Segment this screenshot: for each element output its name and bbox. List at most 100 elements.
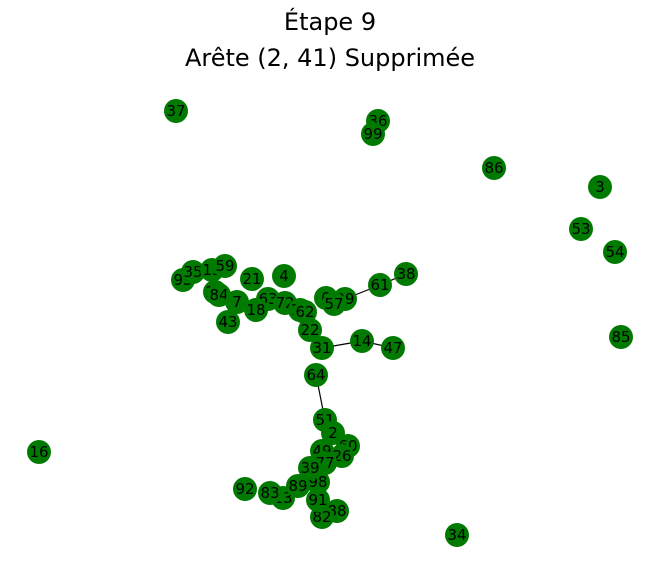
node-circle — [394, 262, 418, 286]
node-18: 18 — [244, 298, 268, 322]
node-circle — [244, 298, 268, 322]
node-circle — [225, 290, 249, 314]
node-85: 85 — [609, 325, 633, 349]
diagram-subtitle: Arête (2, 41) Supprimée — [184, 44, 476, 72]
node-label: 64 — [306, 366, 325, 384]
node-14: 14 — [350, 329, 374, 353]
node-label: 35 — [183, 263, 202, 281]
node-label: 89 — [288, 477, 307, 495]
node-circle — [233, 477, 257, 501]
node-label: 34 — [447, 526, 466, 544]
node-circle — [164, 99, 188, 123]
node-circle — [306, 488, 330, 512]
node-label: 38 — [396, 265, 415, 283]
node-92: 92 — [233, 477, 257, 501]
node-99: 99 — [361, 122, 385, 146]
node-label: 83 — [260, 484, 279, 502]
node-label: 59 — [215, 257, 234, 275]
node-label: 14 — [352, 332, 371, 350]
node-circle — [368, 273, 392, 297]
node-circle — [181, 260, 205, 284]
node-62: 62 — [293, 300, 317, 324]
node-64: 64 — [304, 363, 328, 387]
node-label: 43 — [218, 313, 237, 331]
node-label: 3 — [595, 178, 605, 196]
node-label: 4 — [279, 267, 289, 285]
node-circle — [609, 325, 633, 349]
node-label: 84 — [209, 286, 228, 304]
node-86: 86 — [482, 156, 506, 180]
node-37: 37 — [164, 99, 188, 123]
node-circle — [350, 329, 374, 353]
node-22: 22 — [298, 318, 322, 342]
node-34: 34 — [445, 523, 469, 547]
node-61: 61 — [368, 273, 392, 297]
node-3: 3 — [588, 175, 612, 199]
node-circle — [569, 217, 593, 241]
node-47: 47 — [381, 336, 405, 360]
node-label: 82 — [312, 508, 331, 526]
node-label: 47 — [383, 339, 402, 357]
node-label: 16 — [29, 443, 48, 461]
node-83: 83 — [258, 481, 282, 505]
node-label: 7 — [232, 293, 242, 311]
node-label: 31 — [312, 339, 331, 357]
node-89: 89 — [286, 474, 310, 498]
node-label: 92 — [235, 480, 254, 498]
node-39: 39 — [298, 456, 322, 480]
node-circle — [240, 267, 264, 291]
node-label: 99 — [363, 125, 382, 143]
node-7: 7 — [225, 290, 249, 314]
diagram-title: Étape 9 — [283, 8, 377, 36]
node-57: 57 — [322, 292, 346, 316]
nodes-layer: 3736998635354851634438610295714474393351… — [27, 99, 633, 547]
node-31: 31 — [310, 336, 334, 360]
node-label: 53 — [571, 220, 590, 238]
node-circle — [603, 240, 627, 264]
node-circle — [445, 523, 469, 547]
node-38: 38 — [394, 262, 418, 286]
node-label: 91 — [308, 491, 327, 509]
node-label: 18 — [246, 301, 265, 319]
node-label: 62 — [295, 303, 314, 321]
node-circle — [298, 318, 322, 342]
node-59: 59 — [213, 254, 237, 278]
node-label: 26 — [332, 447, 351, 465]
node-circle — [298, 456, 322, 480]
node-53: 53 — [569, 217, 593, 241]
node-circle — [213, 254, 237, 278]
node-circle — [322, 292, 346, 316]
node-circle — [361, 122, 385, 146]
node-label: 57 — [324, 295, 343, 313]
node-label: 54 — [605, 243, 624, 261]
node-circle — [588, 175, 612, 199]
node-circle — [304, 363, 328, 387]
node-circle — [286, 474, 310, 498]
node-43: 43 — [216, 310, 240, 334]
node-16: 16 — [27, 440, 51, 464]
node-circle — [216, 310, 240, 334]
node-label: 21 — [242, 270, 261, 288]
node-label: 2 — [328, 424, 338, 442]
node-circle — [27, 440, 51, 464]
node-label: 22 — [300, 321, 319, 339]
node-label: 61 — [370, 276, 389, 294]
node-label: 86 — [484, 159, 503, 177]
node-84: 84 — [207, 283, 231, 307]
node-35: 35 — [181, 260, 205, 284]
node-91: 91 — [306, 488, 330, 512]
node-circle — [272, 264, 296, 288]
node-circle — [381, 336, 405, 360]
node-circle — [293, 300, 317, 324]
node-label: 85 — [611, 328, 630, 346]
node-4: 4 — [272, 264, 296, 288]
node-circle — [258, 481, 282, 505]
node-21: 21 — [240, 267, 264, 291]
node-circle — [310, 336, 334, 360]
node-label: 37 — [166, 102, 185, 120]
node-circle — [207, 283, 231, 307]
node-label: 39 — [300, 459, 319, 477]
node-circle — [482, 156, 506, 180]
node-54: 54 — [603, 240, 627, 264]
